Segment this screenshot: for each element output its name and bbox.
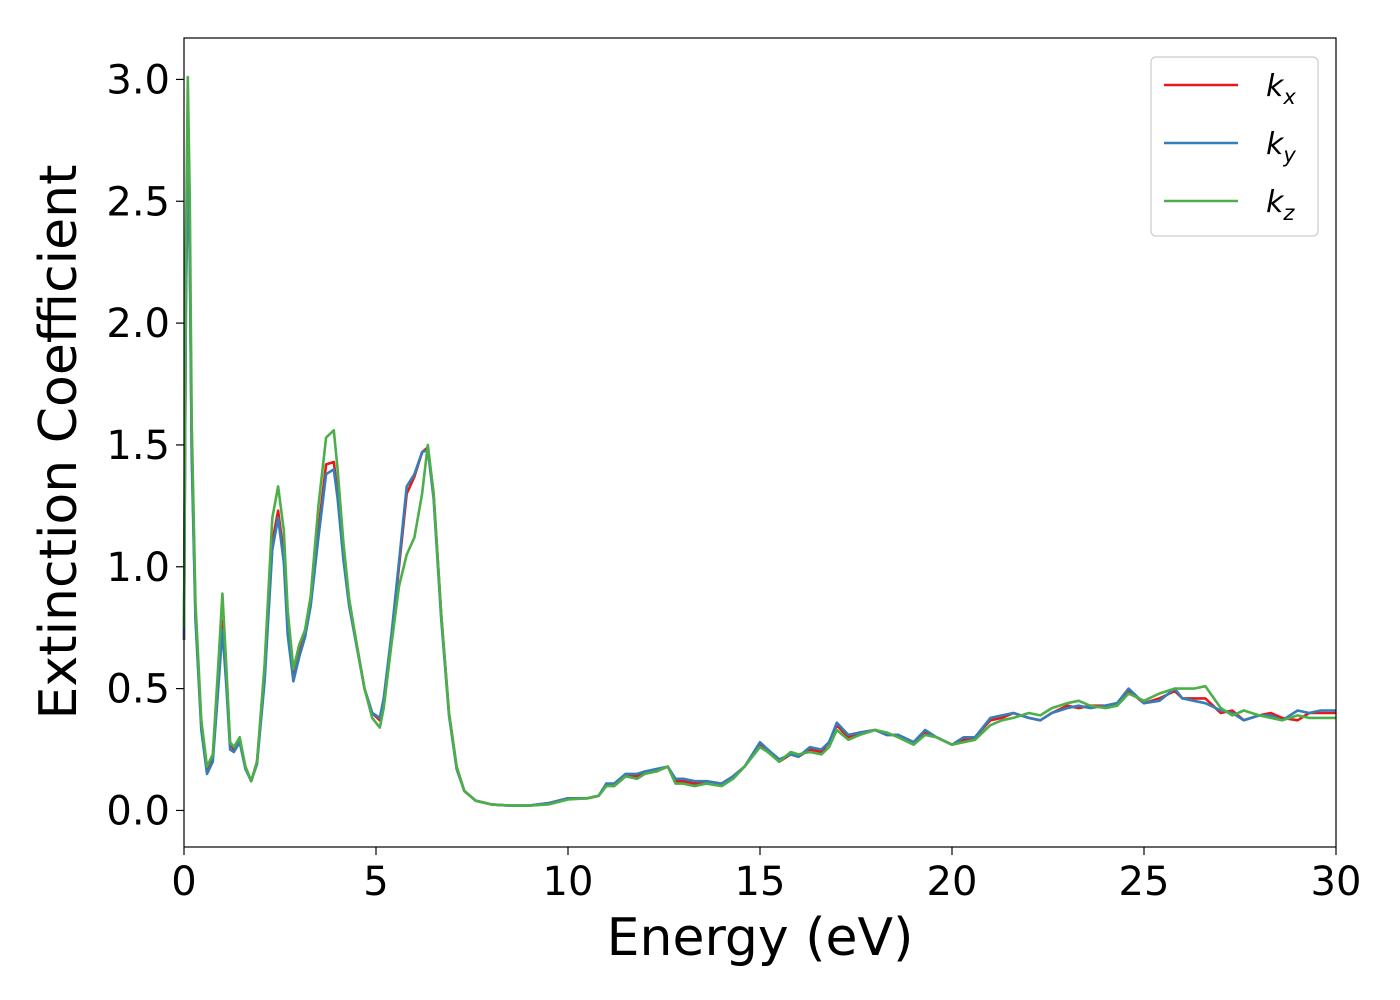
x-axis-title: Energy (eV)	[607, 908, 914, 968]
x-tick-label: 10	[543, 859, 594, 905]
y-tick-label: 2.5	[106, 179, 170, 225]
x-tick-label: 20	[927, 859, 978, 905]
series-line-kz	[182, 75, 1336, 807]
y-axis-title: Extinction Coefficient	[29, 165, 89, 720]
y-tick-label: 1.0	[106, 545, 170, 591]
plot-area	[184, 38, 1336, 847]
y-tick-label: 0.0	[106, 788, 170, 834]
x-tick-label: 5	[363, 859, 388, 905]
y-axis: 0.0 0.5 1.0 1.5 2.0 2.5 3.0	[106, 57, 184, 834]
series-layer	[182, 75, 1336, 807]
y-tick-label: 0.5	[106, 667, 170, 713]
y-tick-label: 3.0	[106, 57, 170, 103]
y-tick-label: 1.5	[106, 423, 170, 469]
x-tick-label: 15	[735, 859, 786, 905]
series-line-ky	[182, 151, 1336, 807]
y-tick-label: 2.0	[106, 301, 170, 347]
legend-box	[1150, 56, 1319, 237]
x-tick-label: 25	[1119, 859, 1170, 905]
x-tick-label: 0	[171, 859, 196, 905]
x-axis: 0 5 10 15 20 25 30	[171, 847, 1361, 905]
x-tick-label: 30	[1311, 859, 1362, 905]
